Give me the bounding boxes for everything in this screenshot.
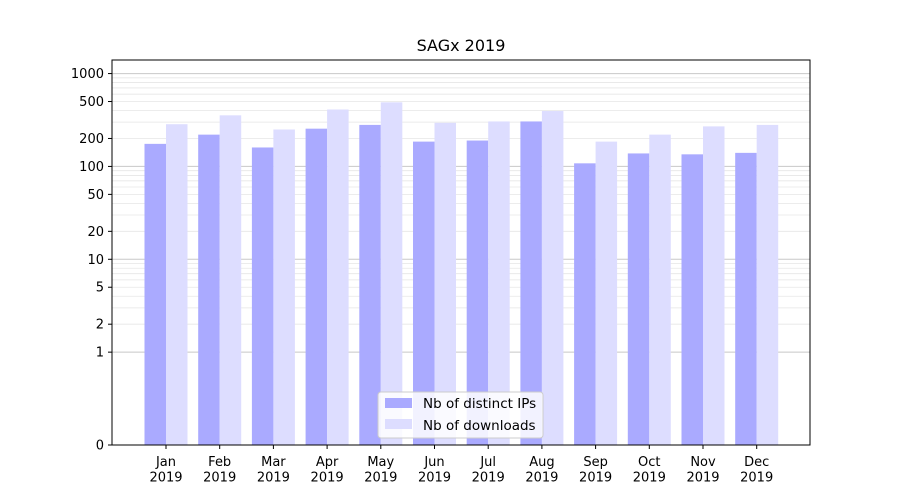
x-tick-label: Jul 2019 (472, 455, 505, 486)
bar-distinct-ips (735, 152, 757, 445)
x-tick-label-line: 2019 (633, 471, 666, 486)
x-tick-label-line: 2019 (579, 471, 612, 486)
x-tick-label: Oct 2019 (633, 455, 666, 486)
x-tick-label-line: Aug (529, 455, 554, 470)
y-tick-label: 100 (79, 160, 104, 175)
x-tick-label: Nov 2019 (686, 455, 719, 486)
y-tick-label: 0 (96, 439, 104, 454)
x-tick-label-line: 2019 (525, 471, 558, 486)
x-tick-label: Mar 2019 (257, 455, 290, 486)
bar-downloads (166, 124, 188, 445)
x-tick-label-line: Jan (155, 455, 176, 470)
bar-distinct-ips (198, 134, 220, 445)
bar-downloads (541, 111, 564, 445)
x-tick-label-line: May (367, 455, 394, 470)
y-tick-label: 5 (96, 281, 104, 296)
y-tick-label: 1 (96, 346, 104, 361)
bar-downloads (488, 121, 510, 445)
bar-downloads (649, 134, 671, 445)
x-tick-label: Dec 2019 (740, 455, 773, 486)
bar-distinct-ips (305, 128, 328, 445)
x-tick-label-line: 2019 (203, 471, 236, 486)
bars (144, 102, 779, 446)
plot-frame (111, 59, 811, 446)
legend-label-downloads: Nb of downloads (423, 418, 536, 434)
x-tick-label-line: Sep (583, 455, 608, 470)
x-tick-label-line: 2019 (472, 471, 505, 486)
x-tick-label-line: 2019 (740, 471, 773, 486)
bar-downloads (273, 129, 295, 445)
y-tick-label: 200 (79, 132, 104, 147)
x-tick-label-line: 2019 (311, 471, 344, 486)
y-tick-label: 2 (96, 318, 104, 333)
x-tick-label-line: Feb (208, 455, 231, 470)
x-tick-label-line: Jun (423, 455, 444, 470)
legend-label-ips: Nb of distinct IPs (423, 396, 536, 412)
y-tick-label: 10 (87, 253, 104, 268)
x-tick-label-line: Jul (479, 455, 496, 470)
x-tick-label: Jun 2019 (418, 455, 451, 486)
x-tick-label: Jan 2019 (149, 455, 182, 486)
bar-distinct-ips (574, 163, 596, 445)
bar-distinct-ips (681, 154, 703, 445)
bar-distinct-ips (466, 140, 489, 445)
y-tick-label: 1000 (71, 67, 104, 82)
x-tick-label: Aug 2019 (525, 455, 558, 486)
legend-swatch-ips (385, 398, 412, 408)
chart-title: SAGx 2019 (417, 36, 506, 55)
x-tick-label-line: 2019 (364, 471, 397, 486)
x-tick-label-line: Oct (638, 455, 660, 470)
x-tick-label: Feb 2019 (203, 455, 236, 486)
x-tick-label-line: Nov (690, 455, 716, 470)
bar-distinct-ips (359, 124, 381, 446)
bar-distinct-ips (413, 141, 435, 446)
bar-downloads (756, 124, 779, 446)
bar-distinct-ips (627, 153, 650, 445)
bar-downloads (327, 109, 349, 446)
x-tick-label-line: 2019 (686, 471, 719, 486)
x-tick-label-line: Apr (316, 455, 339, 470)
x-tick-label-line: 2019 (418, 471, 451, 486)
x-tick-label: May 2019 (364, 455, 397, 486)
x-tick-label-line: Mar (261, 455, 286, 470)
x-tick-label: Sep 2019 (579, 455, 612, 486)
legend-box (377, 391, 544, 439)
y-tick-label: 500 (79, 95, 104, 110)
bar-downloads (380, 102, 403, 446)
y-tick-label: 50 (87, 188, 104, 203)
bar-downloads (595, 141, 618, 446)
bar-downloads (434, 122, 456, 445)
x-tick-label-line: 2019 (149, 471, 182, 486)
x-tick-label: Apr 2019 (311, 455, 344, 486)
x-tick-label-line: 2019 (257, 471, 290, 486)
bar-distinct-ips (251, 147, 274, 445)
y-tick-label: 20 (87, 225, 104, 240)
bar-downloads (219, 115, 242, 445)
bar-distinct-ips (144, 143, 166, 445)
y-axis-ticks: 0 1 2 5 10 20 50 100 200 500 1000 (71, 67, 112, 454)
legend-swatch-downloads (385, 419, 412, 429)
x-tick-label-line: Dec (744, 455, 769, 470)
bar-downloads (703, 126, 725, 445)
legend: Nb of distinct IPs Nb of downloads (377, 391, 544, 439)
bar-distinct-ips (520, 121, 542, 445)
